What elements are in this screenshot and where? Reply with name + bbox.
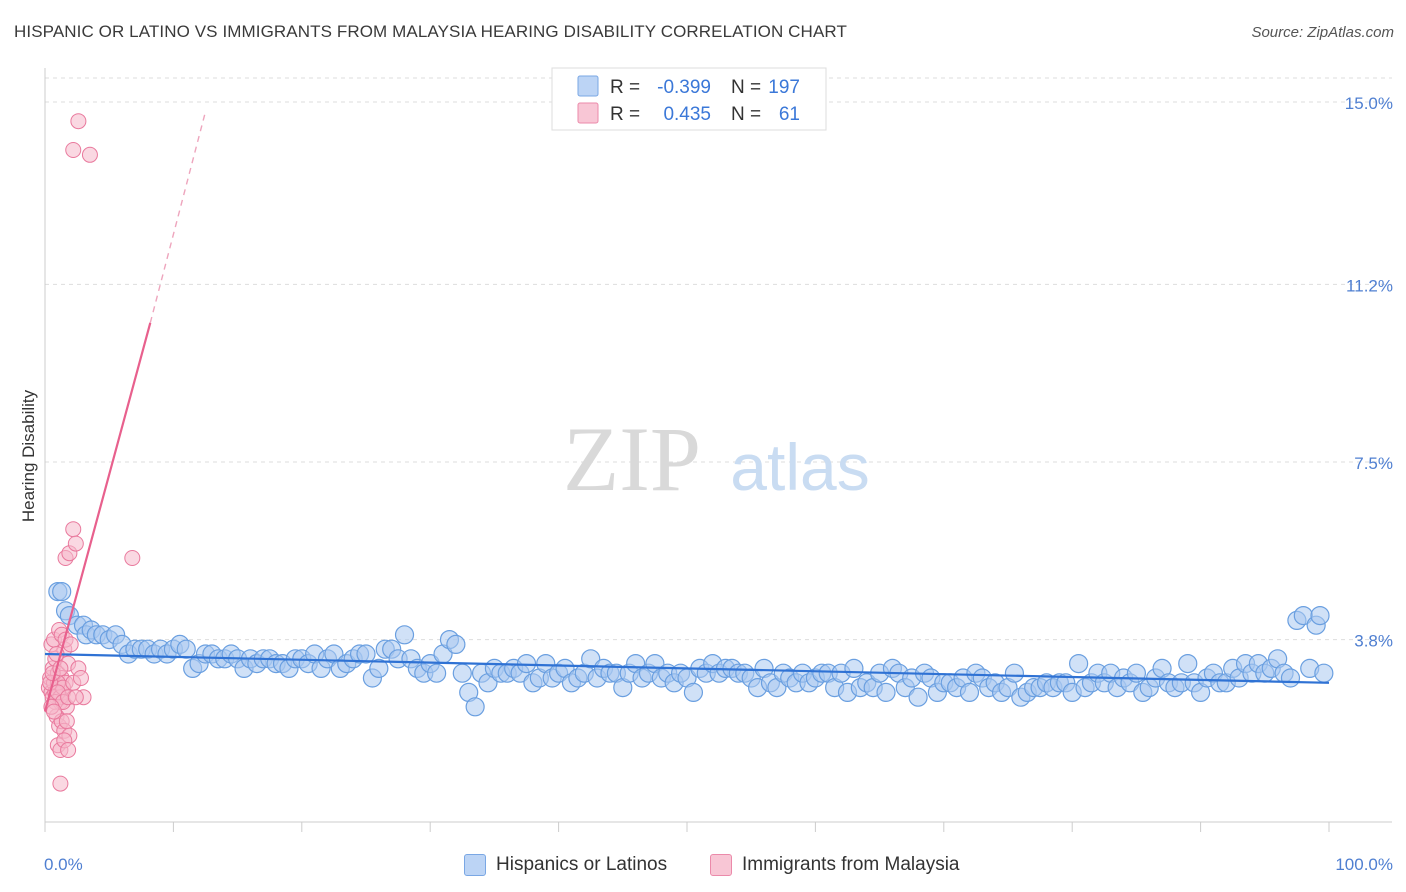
y-tick-label: 11.2% [1346, 276, 1393, 295]
data-point-hispanic [581, 649, 601, 669]
trend-line-hispanic [44, 652, 1330, 684]
data-point-hispanic [1280, 668, 1301, 688]
data-point-malaysia [124, 550, 141, 566]
axes [44, 68, 1392, 832]
legend-swatch-blue [577, 75, 599, 97]
data-point-hispanic [52, 581, 72, 602]
data-point-malaysia [60, 742, 77, 758]
data-point-hispanic [1310, 605, 1330, 626]
chart-title: HISPANIC OR LATINO VS IMMIGRANTS FROM MA… [14, 22, 847, 41]
x-tick-label-max: 100.0% [1335, 855, 1393, 874]
legend-n-value-pink: 61 [779, 104, 800, 125]
data-point-hispanic [369, 658, 389, 679]
data-point-hispanic [683, 682, 704, 703]
data-point-hispanic [1004, 663, 1025, 683]
legend-swatch-pink [577, 102, 599, 124]
data-point-malaysia [81, 146, 98, 163]
legend-r-value-blue: -0.399 [657, 77, 711, 98]
data-point-malaysia [65, 142, 82, 158]
data-point-hispanic [452, 663, 472, 683]
data-point-hispanic [1069, 653, 1089, 674]
data-point-malaysia [58, 713, 75, 730]
grid-lines [45, 77, 1392, 641]
data-point-malaysia [70, 113, 87, 130]
source-credit: Source: ZipAtlas.com [1251, 24, 1394, 41]
data-point-malaysia [52, 775, 69, 792]
data-point-hispanic [465, 697, 485, 717]
data-point-malaysia [67, 689, 84, 706]
data-point-hispanic [356, 644, 376, 664]
pink-series-points [40, 113, 141, 792]
legend-n-label: N = [731, 104, 761, 125]
legend-label-hispanics: Hispanics or Latinos [496, 854, 668, 875]
data-point-malaysia [65, 521, 82, 538]
legend-item-malaysia[interactable]: Immigrants from Malaysia [710, 852, 960, 878]
trend-lines [43, 111, 1330, 712]
stats-legend: R = -0.399 N = 197 R = 0.435 N = 61 [551, 67, 827, 131]
data-point-hispanic [908, 687, 928, 707]
y-tick-label: 15.0% [1345, 94, 1393, 113]
data-point-hispanic [446, 634, 466, 655]
legend-label-malaysia: Immigrants from Malaysia [742, 854, 960, 875]
data-point-hispanic [427, 663, 447, 683]
legend-r-label: R = [610, 104, 640, 125]
data-point-malaysia [45, 703, 62, 720]
y-tick-label: 3.8% [1354, 632, 1393, 651]
watermark: ZIP atlas [563, 408, 870, 510]
legend-swatch-blue [464, 854, 486, 876]
x-tick-label-min: 0.0% [44, 855, 83, 874]
data-point-hispanic [959, 682, 980, 703]
legend-n-value-blue: 197 [768, 77, 800, 98]
trend-line-malaysia [43, 322, 152, 712]
trend-line-malaysia-extension [149, 111, 207, 323]
y-tick-label: 7.5% [1354, 454, 1393, 473]
y-tick-labels: 3.8% 7.5% 11.2% 15.0% [1345, 94, 1393, 651]
data-point-hispanic [844, 658, 864, 679]
x-tick-labels: 0.0% 100.0% [44, 855, 1393, 874]
data-point-hispanic [1178, 653, 1198, 674]
blue-series-points [48, 581, 1334, 717]
data-point-hispanic [176, 639, 196, 659]
watermark-atlas: atlas [730, 430, 869, 504]
data-point-hispanic [394, 625, 415, 645]
data-point-hispanic [876, 682, 896, 703]
data-point-malaysia [72, 670, 89, 686]
legend-n-label: N = [731, 77, 761, 98]
legend-r-value-pink: 0.435 [663, 104, 711, 125]
data-point-malaysia [67, 535, 84, 552]
data-point-hispanic [1314, 663, 1334, 683]
legend-swatch-pink [710, 854, 732, 876]
legend-r-label: R = [610, 77, 640, 98]
legend-item-hispanics[interactable]: Hispanics or Latinos [464, 852, 667, 878]
y-axis-title: Hearing Disability [19, 389, 38, 522]
watermark-zip: ZIP [563, 408, 701, 510]
